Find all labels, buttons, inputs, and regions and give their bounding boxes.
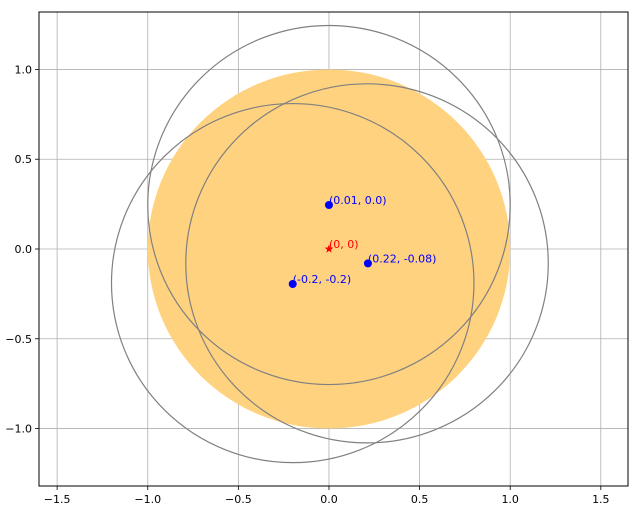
point-label-1: (0.01, 0.0) bbox=[329, 194, 387, 207]
point-label-3: (-0.2, -0.2) bbox=[293, 273, 352, 286]
x-tick-label: −0.5 bbox=[225, 493, 252, 506]
x-tick-label: 0.5 bbox=[411, 493, 429, 506]
y-tick-label: 0.5 bbox=[15, 153, 33, 166]
outline-circle-2 bbox=[185, 83, 549, 444]
point-label-4: (0, 0) bbox=[329, 238, 359, 251]
point-marker-3 bbox=[288, 280, 297, 289]
y-tick-label: 1.0 bbox=[15, 63, 33, 76]
x-tick-label: −1.5 bbox=[44, 493, 71, 506]
y-tick-label: −1.0 bbox=[5, 423, 32, 436]
point-marker-1 bbox=[324, 201, 333, 210]
point-marker-2 bbox=[363, 259, 372, 268]
axis-ticks: −1.5 −1.0 −0.5 0.0 0.5 1.0 1.5 −1.0 −0.5 0.0 0.5 1.… bbox=[5, 63, 609, 506]
y-tick-label: 0.0 bbox=[15, 243, 33, 256]
x-tick-label: 1.0 bbox=[501, 493, 519, 506]
x-tick-label: 1.5 bbox=[592, 493, 610, 506]
plot-area: (0.01, 0.0) (0.22, -0.08) (-0.2, -0.2) (0, … bbox=[110, 24, 549, 464]
x-tick-label: −1.0 bbox=[134, 493, 161, 506]
outline-circle-1 bbox=[147, 24, 511, 386]
point-marker-star bbox=[324, 244, 334, 253]
x-tick-label: 0.0 bbox=[320, 493, 338, 506]
y-tick-label: −0.5 bbox=[5, 333, 32, 346]
point-label-2: (0.22, -0.08) bbox=[368, 252, 437, 265]
outline-circle-3 bbox=[110, 102, 475, 464]
